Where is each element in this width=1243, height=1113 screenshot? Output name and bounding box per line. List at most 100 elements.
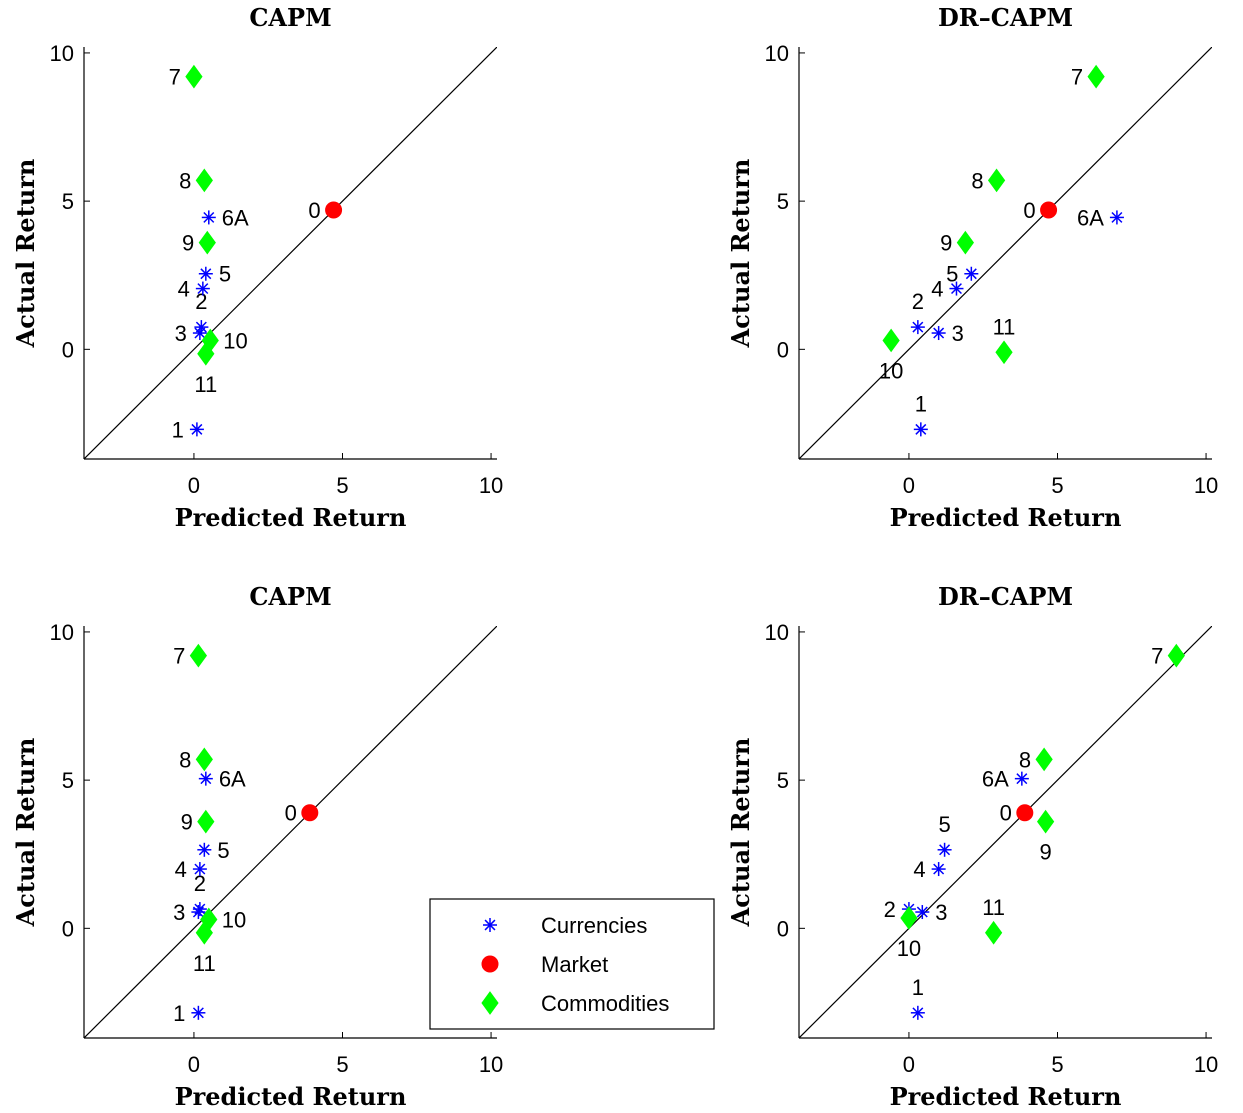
point-label-10: 10 bbox=[897, 936, 921, 961]
currencies-point-5-d2 bbox=[200, 268, 212, 280]
point-label-3: 3 bbox=[952, 321, 964, 346]
x-tick-label: 0 bbox=[903, 1052, 915, 1077]
commodities-point-10 bbox=[900, 906, 918, 930]
x-axis-label: Predicted Return bbox=[175, 503, 407, 532]
commodities-point-7 bbox=[185, 64, 203, 89]
market-point-0 bbox=[1016, 804, 1034, 822]
currencies-point-1 bbox=[910, 1005, 925, 1020]
currencies-point-1 bbox=[913, 422, 928, 437]
market-point-0 bbox=[301, 804, 319, 822]
point-label-2: 2 bbox=[195, 289, 207, 314]
point-label-11: 11 bbox=[993, 314, 1016, 339]
point-label-4: 4 bbox=[178, 277, 190, 302]
currencies-point-5-d2 bbox=[198, 844, 210, 856]
point-label-9: 9 bbox=[1039, 840, 1051, 865]
y-tick-label: 0 bbox=[62, 337, 74, 362]
currencies-point-4-d2 bbox=[197, 283, 209, 295]
point-label-9: 9 bbox=[940, 231, 952, 256]
x-tick-label: 5 bbox=[1051, 473, 1063, 498]
point-label-5: 5 bbox=[938, 812, 950, 837]
currencies-point-1-d2 bbox=[912, 1007, 924, 1019]
diagonal-line bbox=[799, 47, 1212, 459]
currencies-point-3 bbox=[931, 326, 946, 341]
currencies-point-1 bbox=[189, 422, 204, 437]
commodities-point-11 bbox=[195, 920, 213, 945]
commodities-point-11 bbox=[995, 340, 1013, 365]
x-tick-label: 10 bbox=[479, 473, 503, 498]
legend-marker-currencies bbox=[483, 918, 497, 932]
x-tick-label: 0 bbox=[188, 473, 200, 498]
point-label-4: 4 bbox=[913, 857, 925, 882]
legend: Currencies Market Commodities bbox=[429, 898, 715, 1030]
commodities-point-9 bbox=[956, 230, 975, 255]
currencies-point-1-d2 bbox=[192, 1007, 204, 1019]
commodities-point-8 bbox=[1035, 747, 1053, 772]
currencies-point-3-d2 bbox=[192, 906, 204, 918]
commodities-point-8 bbox=[195, 168, 213, 193]
point-label-2: 2 bbox=[912, 289, 924, 314]
x-tick-label: 0 bbox=[903, 473, 915, 498]
diagonal-line bbox=[84, 626, 497, 1038]
y-tick-label: 10 bbox=[765, 41, 789, 66]
y-tick-label: 5 bbox=[777, 768, 789, 793]
point-label-9: 9 bbox=[181, 810, 193, 835]
point-label-6A: 6A bbox=[222, 205, 249, 230]
currencies-point-3-d2 bbox=[933, 327, 945, 339]
point-label-3: 3 bbox=[935, 900, 947, 925]
currencies-point-4-d2 bbox=[194, 863, 206, 875]
y-tick-label: 0 bbox=[62, 916, 74, 941]
market-point-0 bbox=[325, 201, 343, 219]
currencies-point-6A bbox=[1014, 771, 1029, 786]
currencies-point-6A bbox=[1109, 210, 1124, 225]
point-label-0: 0 bbox=[308, 198, 320, 223]
x-tick-label: 0 bbox=[188, 1052, 200, 1077]
chart-title: DR–CAPM bbox=[938, 3, 1073, 32]
point-label-0: 0 bbox=[1023, 198, 1035, 223]
currencies-point-5-d2 bbox=[939, 844, 951, 856]
point-label-10: 10 bbox=[222, 907, 246, 932]
point-label-7: 7 bbox=[173, 644, 185, 669]
currencies-point-4-d2 bbox=[933, 863, 945, 875]
currencies-point-1 bbox=[191, 1005, 206, 1020]
currencies-point-6A-d2 bbox=[203, 211, 215, 223]
legend-label-commodities: Commodities bbox=[541, 991, 669, 1016]
y-tick-label: 5 bbox=[62, 189, 74, 214]
x-tick-label: 10 bbox=[479, 1052, 503, 1077]
point-label-7: 7 bbox=[1151, 644, 1163, 669]
currencies-point-5 bbox=[198, 266, 213, 281]
currencies-point-6A bbox=[201, 210, 216, 225]
commodities-point-10 bbox=[882, 328, 900, 353]
point-label-7: 7 bbox=[1071, 65, 1083, 90]
currencies-point-3 bbox=[192, 326, 207, 341]
currencies-point-4 bbox=[949, 281, 964, 296]
commodities-point-8 bbox=[987, 168, 1006, 193]
y-tick-label: 5 bbox=[777, 189, 789, 214]
point-label-7: 7 bbox=[169, 65, 181, 90]
point-label-8: 8 bbox=[1019, 747, 1031, 772]
currencies-point-2-d2 bbox=[912, 321, 924, 333]
point-label-1: 1 bbox=[172, 417, 184, 442]
commodities-point-7 bbox=[1087, 64, 1105, 89]
point-label-4: 4 bbox=[931, 277, 943, 302]
y-tick-label: 5 bbox=[62, 768, 74, 793]
currencies-point-5 bbox=[197, 842, 212, 857]
commodities-point-9 bbox=[1036, 809, 1055, 834]
point-label-10: 10 bbox=[223, 328, 247, 353]
point-label-11: 11 bbox=[982, 895, 1005, 920]
currencies-point-4 bbox=[192, 862, 207, 877]
currencies-point-3 bbox=[915, 905, 930, 920]
point-label-8: 8 bbox=[179, 747, 191, 772]
chart-title: DR–CAPM bbox=[938, 582, 1073, 611]
commodities-point-11 bbox=[197, 341, 215, 366]
point-label-5: 5 bbox=[217, 838, 229, 863]
y-tick-label: 0 bbox=[777, 337, 789, 362]
point-label-5: 5 bbox=[946, 262, 958, 287]
x-tick-label: 5 bbox=[336, 1052, 348, 1077]
x-axis-label: Predicted Return bbox=[175, 1082, 407, 1111]
currencies-point-3 bbox=[191, 905, 206, 920]
chart-title: CAPM bbox=[249, 3, 331, 32]
y-axis-label: Actual Return bbox=[11, 738, 40, 928]
legend-box bbox=[429, 898, 715, 1030]
